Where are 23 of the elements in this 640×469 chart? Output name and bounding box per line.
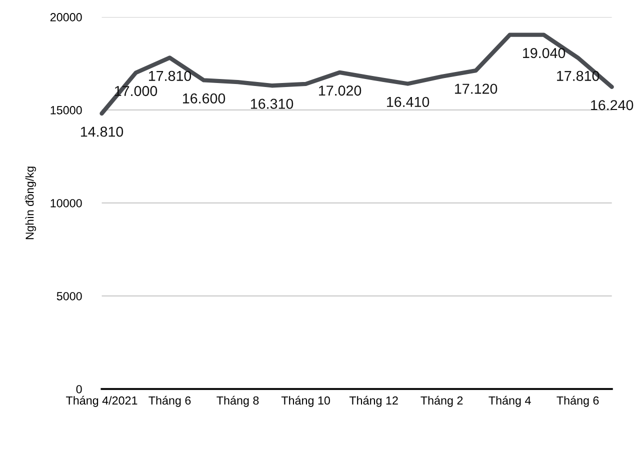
y-tick-label: 10000	[50, 199, 82, 208]
data-label: 16.240	[591, 100, 634, 110]
data-label: 17.120	[455, 84, 498, 94]
data-label: 14.810	[80, 126, 124, 137]
x-tick-label: Tháng 4/2021	[66, 396, 138, 407]
y-tick-label: 15000	[50, 106, 82, 114]
data-label: 16.310	[251, 98, 294, 109]
x-tick-label: Tháng 6	[556, 396, 599, 407]
y-tick-label: 5000	[56, 292, 82, 300]
x-tick-label: Tháng 4	[488, 396, 531, 407]
data-label: 16.410	[387, 96, 430, 108]
x-tick-label: Tháng 6	[148, 396, 191, 407]
x-tick-label: Tháng 10	[281, 396, 330, 407]
x-tick-label: Tháng 8	[216, 396, 259, 407]
data-label: 19.040	[523, 48, 566, 58]
data-label: 17.020	[319, 86, 362, 96]
x-tick-label: Tháng 12	[349, 396, 398, 407]
y-axis-title: Nghìn đồng/kg	[24, 166, 36, 240]
data-label: 17.810	[148, 70, 192, 81]
x-tick-label: Tháng 2	[420, 396, 463, 407]
y-tick-label: 0	[76, 385, 82, 394]
y-tick-label: 20000	[50, 13, 82, 22]
data-label: 16.600	[182, 93, 226, 104]
